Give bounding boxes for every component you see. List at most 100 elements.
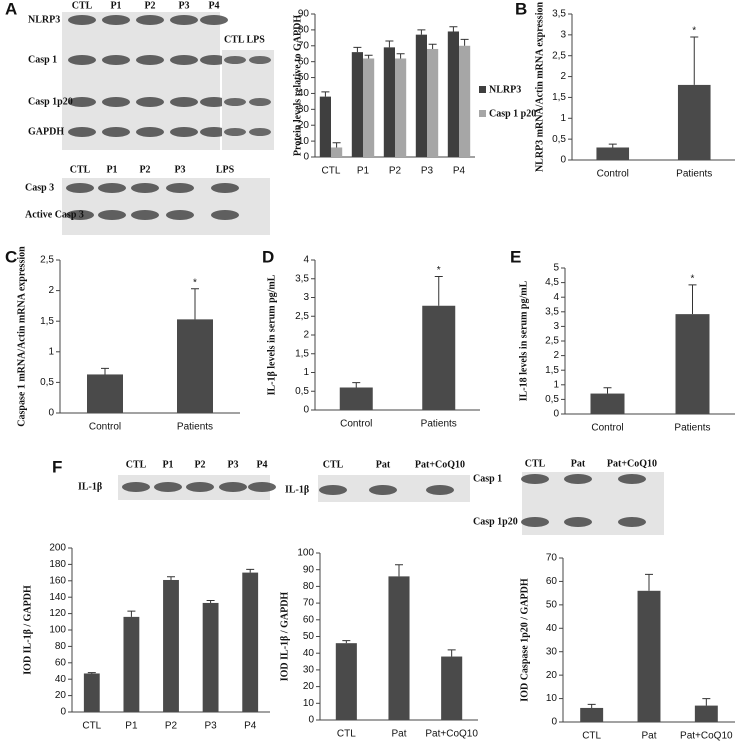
- y-tick-label: 2: [303, 330, 309, 341]
- significance-mark: *: [193, 277, 197, 288]
- legend-swatch: [479, 86, 486, 93]
- y-tick-label: 80: [303, 581, 315, 592]
- error-bar: [396, 53, 405, 59]
- bar: [694, 705, 718, 722]
- y-tick-label: 200: [49, 543, 66, 554]
- blot-band: [200, 97, 228, 107]
- blot-band: [521, 517, 549, 527]
- blot-band: [68, 15, 96, 25]
- error-bar: [332, 142, 341, 148]
- y-tick-label: 80: [298, 25, 310, 36]
- error-bar: [206, 599, 215, 603]
- y-tick-label: 1: [560, 113, 566, 124]
- blot-band: [66, 183, 94, 193]
- x-tick-label: Patients: [676, 169, 712, 180]
- y-tick-label: 40: [298, 88, 310, 99]
- y-axis-label: IOD IL-1β / GAPDH: [279, 592, 290, 682]
- x-tick-label: CTL: [582, 731, 601, 742]
- y-tick-label: 3: [303, 292, 309, 303]
- y-tick-label: 160: [49, 575, 66, 586]
- error-bar: [395, 564, 403, 577]
- blot-band: [131, 183, 159, 193]
- y-tick-label: 60: [303, 614, 315, 625]
- blot-image: [62, 12, 220, 150]
- error-bar: [690, 36, 699, 85]
- bar: [339, 387, 373, 410]
- error-bar: [364, 54, 373, 59]
- bar: [177, 319, 213, 413]
- y-tick-label: 140: [49, 592, 66, 603]
- blot-band: [68, 55, 96, 65]
- x-tick-label: P1: [125, 721, 138, 732]
- y-tick-label: 0,5: [545, 394, 559, 405]
- bar: [331, 147, 343, 157]
- blot-band: [136, 97, 164, 107]
- y-tick-label: 90: [303, 564, 315, 575]
- blot-band: [136, 55, 164, 65]
- blot-band: [102, 97, 130, 107]
- row-label: Casp 1p20: [473, 516, 518, 527]
- y-axis-label: IOD Caspase 1p20 / GAPDH: [519, 578, 530, 702]
- row-label: Active Casp 3: [25, 209, 84, 220]
- error-bar: [246, 568, 255, 573]
- y-tick-label: 80: [55, 641, 67, 652]
- blot-band: [319, 485, 347, 495]
- y-tick-label: 4: [303, 255, 309, 266]
- blot-band: [248, 482, 276, 492]
- y-tick-label: 3,5: [552, 9, 566, 20]
- blot-band: [426, 485, 454, 495]
- y-tick-label: 40: [546, 623, 558, 634]
- error-bar: [353, 46, 362, 53]
- blot-band: [166, 210, 194, 220]
- panel-letter: B: [515, 0, 527, 18]
- y-tick-label: 3: [560, 29, 566, 40]
- bar: [441, 656, 463, 720]
- y-tick-label: 30: [303, 665, 315, 676]
- error-bar: [191, 288, 199, 320]
- y-tick-label: 100: [49, 625, 66, 636]
- y-tick-label: 30: [546, 646, 558, 657]
- bar: [335, 643, 357, 720]
- blot-band: [136, 127, 164, 137]
- bar: [242, 572, 259, 712]
- x-tick-label: Pat+CoQ10: [680, 731, 733, 742]
- bar: [383, 47, 395, 157]
- y-tick-label: 0: [551, 717, 557, 728]
- y-axis-label: IOD IL-1β / GAPDH: [22, 585, 33, 675]
- blot-band: [219, 482, 247, 492]
- significance-mark: *: [691, 274, 695, 285]
- x-tick-label: Patients: [177, 422, 213, 433]
- bar: [363, 58, 375, 157]
- bar: [422, 305, 456, 410]
- blot-band: [200, 127, 228, 137]
- lane-label: P4: [256, 459, 267, 470]
- lane-label: P3: [174, 164, 185, 175]
- y-tick-label: 20: [55, 690, 67, 701]
- blot-band: [200, 55, 228, 65]
- row-label: IL-1β: [78, 481, 102, 492]
- y-tick-label: 20: [298, 120, 310, 131]
- y-tick-label: 5: [553, 263, 559, 274]
- panel-letter: E: [510, 247, 521, 266]
- y-tick-label: 1,5: [40, 316, 54, 327]
- bar: [677, 84, 711, 160]
- error-bar: [87, 672, 96, 674]
- bar: [415, 34, 427, 157]
- error-bar: [428, 43, 437, 49]
- lane-label: P1: [110, 0, 121, 11]
- lane-label: Pat+CoQ10: [607, 458, 657, 469]
- y-tick-label: 0: [48, 408, 54, 419]
- y-tick-label: 20: [546, 670, 558, 681]
- row-label: GAPDH: [28, 126, 64, 137]
- error-bar: [417, 29, 426, 35]
- y-tick-label: 40: [55, 674, 67, 685]
- y-tick-label: 2: [48, 285, 54, 296]
- error-bar: [385, 40, 394, 48]
- y-tick-label: 120: [49, 608, 66, 619]
- y-tick-label: 2,5: [295, 311, 309, 322]
- lane-label: Pat: [376, 459, 391, 470]
- error-bar: [101, 367, 109, 375]
- y-tick-label: 1: [303, 367, 309, 378]
- panel-letter: A: [5, 0, 17, 18]
- y-axis-label: Caspase 1 mRNA/Actin mRNA expression: [16, 246, 27, 427]
